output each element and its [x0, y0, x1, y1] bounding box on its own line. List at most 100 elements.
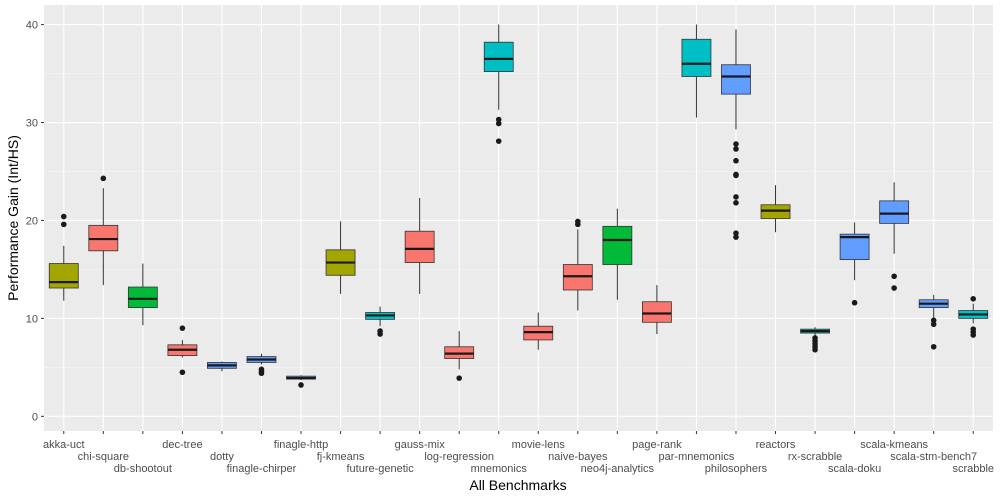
box-rx-scrabble	[800, 327, 830, 353]
y-tick-label: 20	[26, 215, 38, 227]
outlier-point	[575, 218, 581, 225]
outlier-point	[60, 221, 67, 228]
outlier-point	[733, 141, 739, 147]
x-tick-label: dec-tree	[162, 439, 202, 451]
box-body	[127, 286, 158, 309]
x-tick-label: scala-kmeans	[860, 439, 928, 451]
panel-background	[44, 5, 993, 431]
x-tick-label: gauss-mix	[395, 439, 446, 451]
box-body	[641, 301, 672, 323]
box-dec-tree	[167, 325, 198, 376]
x-tick-label: finagle-http	[274, 439, 328, 451]
box-movie-lens	[523, 312, 554, 350]
y-tick-label: 30	[26, 118, 38, 130]
x-tick-label: neo4j-analytics	[581, 463, 655, 475]
outlier-point	[733, 157, 739, 164]
x-tick-label: scrabble	[952, 463, 994, 475]
x-tick-label: akka-uct	[43, 439, 85, 451]
box-page-rank	[641, 285, 672, 335]
box-neo4j-analytics	[602, 208, 633, 300]
outlier-point	[377, 328, 383, 334]
box-body	[839, 233, 870, 261]
outlier-point	[456, 375, 462, 381]
box-gauss-mix	[404, 197, 435, 294]
box-mnemonics	[483, 24, 514, 144]
outlier-point	[258, 366, 265, 373]
x-axis-title: All Benchmarks	[469, 477, 566, 493]
outlier-point	[733, 200, 739, 206]
boxes-layer	[48, 24, 989, 388]
outlier-point	[812, 335, 818, 341]
box-finagle-http	[286, 375, 316, 388]
x-tick-label: par-mnemonics	[659, 451, 735, 463]
box-scrabble	[958, 295, 989, 338]
box-fj-kmeans	[325, 221, 356, 294]
outlier-point	[495, 138, 502, 144]
x-tick-label: page-rank	[632, 439, 682, 451]
box-dotty	[207, 361, 237, 372]
outlier-point	[930, 343, 937, 350]
box-par-mnemonics	[681, 24, 712, 118]
x-tick-label: dotty	[210, 451, 234, 463]
box-body	[404, 230, 435, 263]
box-scala-doku	[839, 222, 870, 306]
box-future-genetic	[365, 306, 396, 337]
outlier-point	[179, 325, 186, 331]
y-axis-title: Performance Gain (Int/HS)	[5, 135, 21, 301]
y-tick-label: 0	[32, 411, 38, 423]
x-tick-label: movie-lens	[512, 439, 566, 451]
box-chi-square	[88, 175, 119, 286]
outlier-point	[179, 369, 186, 376]
x-tick-label: scala-doku	[828, 463, 881, 475]
outlier-point	[930, 317, 937, 324]
outlier-point	[733, 230, 739, 236]
x-tick-label: rx-scrabble	[788, 451, 842, 463]
box-scala-kmeans	[879, 182, 910, 291]
box-body	[879, 200, 910, 224]
x-tick-label: reactors	[756, 439, 796, 451]
y-tick-label: 40	[26, 20, 38, 32]
outlier-point	[733, 194, 739, 200]
outlier-point	[733, 146, 739, 152]
x-tick-label: scala-stm-bench7	[890, 451, 977, 463]
outlier-point	[930, 321, 937, 328]
box-scala-stm-bench7	[918, 294, 949, 350]
outlier-point	[495, 116, 502, 123]
box-finagle-chirper	[246, 353, 277, 377]
outlier-point	[298, 382, 304, 388]
x-tick-label: log-regression	[424, 451, 494, 463]
outlier-point	[970, 326, 977, 332]
box-body	[483, 41, 514, 72]
outlier-point	[970, 295, 977, 302]
outlier-point	[733, 234, 739, 240]
box-log-regression	[444, 331, 475, 381]
x-tick-label: chi-square	[78, 451, 129, 463]
x-tick-label: fj-kmeans	[317, 451, 365, 463]
outlier-point	[60, 213, 67, 220]
box-db-shootout	[127, 263, 158, 326]
x-tick-label: finagle-chirper	[227, 463, 297, 475]
outlier-point	[851, 299, 858, 306]
x-tick-label: naive-bayes	[548, 451, 608, 463]
x-tick-label: db-shootout	[114, 463, 172, 475]
box-philosophers	[721, 29, 751, 240]
outlier-point	[733, 171, 739, 178]
outlier-point	[891, 285, 897, 291]
x-tick-label: future-genetic	[346, 463, 414, 475]
box-body	[681, 38, 712, 77]
box-body	[602, 225, 633, 265]
y-tick-label: 10	[26, 313, 38, 325]
outlier-point	[100, 175, 107, 182]
x-tick-label: mnemonics	[471, 463, 528, 475]
box-reactors	[760, 185, 791, 233]
box-naive-bayes	[562, 218, 593, 311]
outlier-point	[495, 120, 502, 127]
box-body	[721, 64, 751, 95]
box-akka-uct	[48, 213, 79, 301]
x-tick-label: philosophers	[705, 463, 768, 475]
outlier-point	[891, 273, 897, 280]
box-body	[48, 263, 79, 289]
y-axis: 0 10 20 30 40	[26, 20, 44, 423]
